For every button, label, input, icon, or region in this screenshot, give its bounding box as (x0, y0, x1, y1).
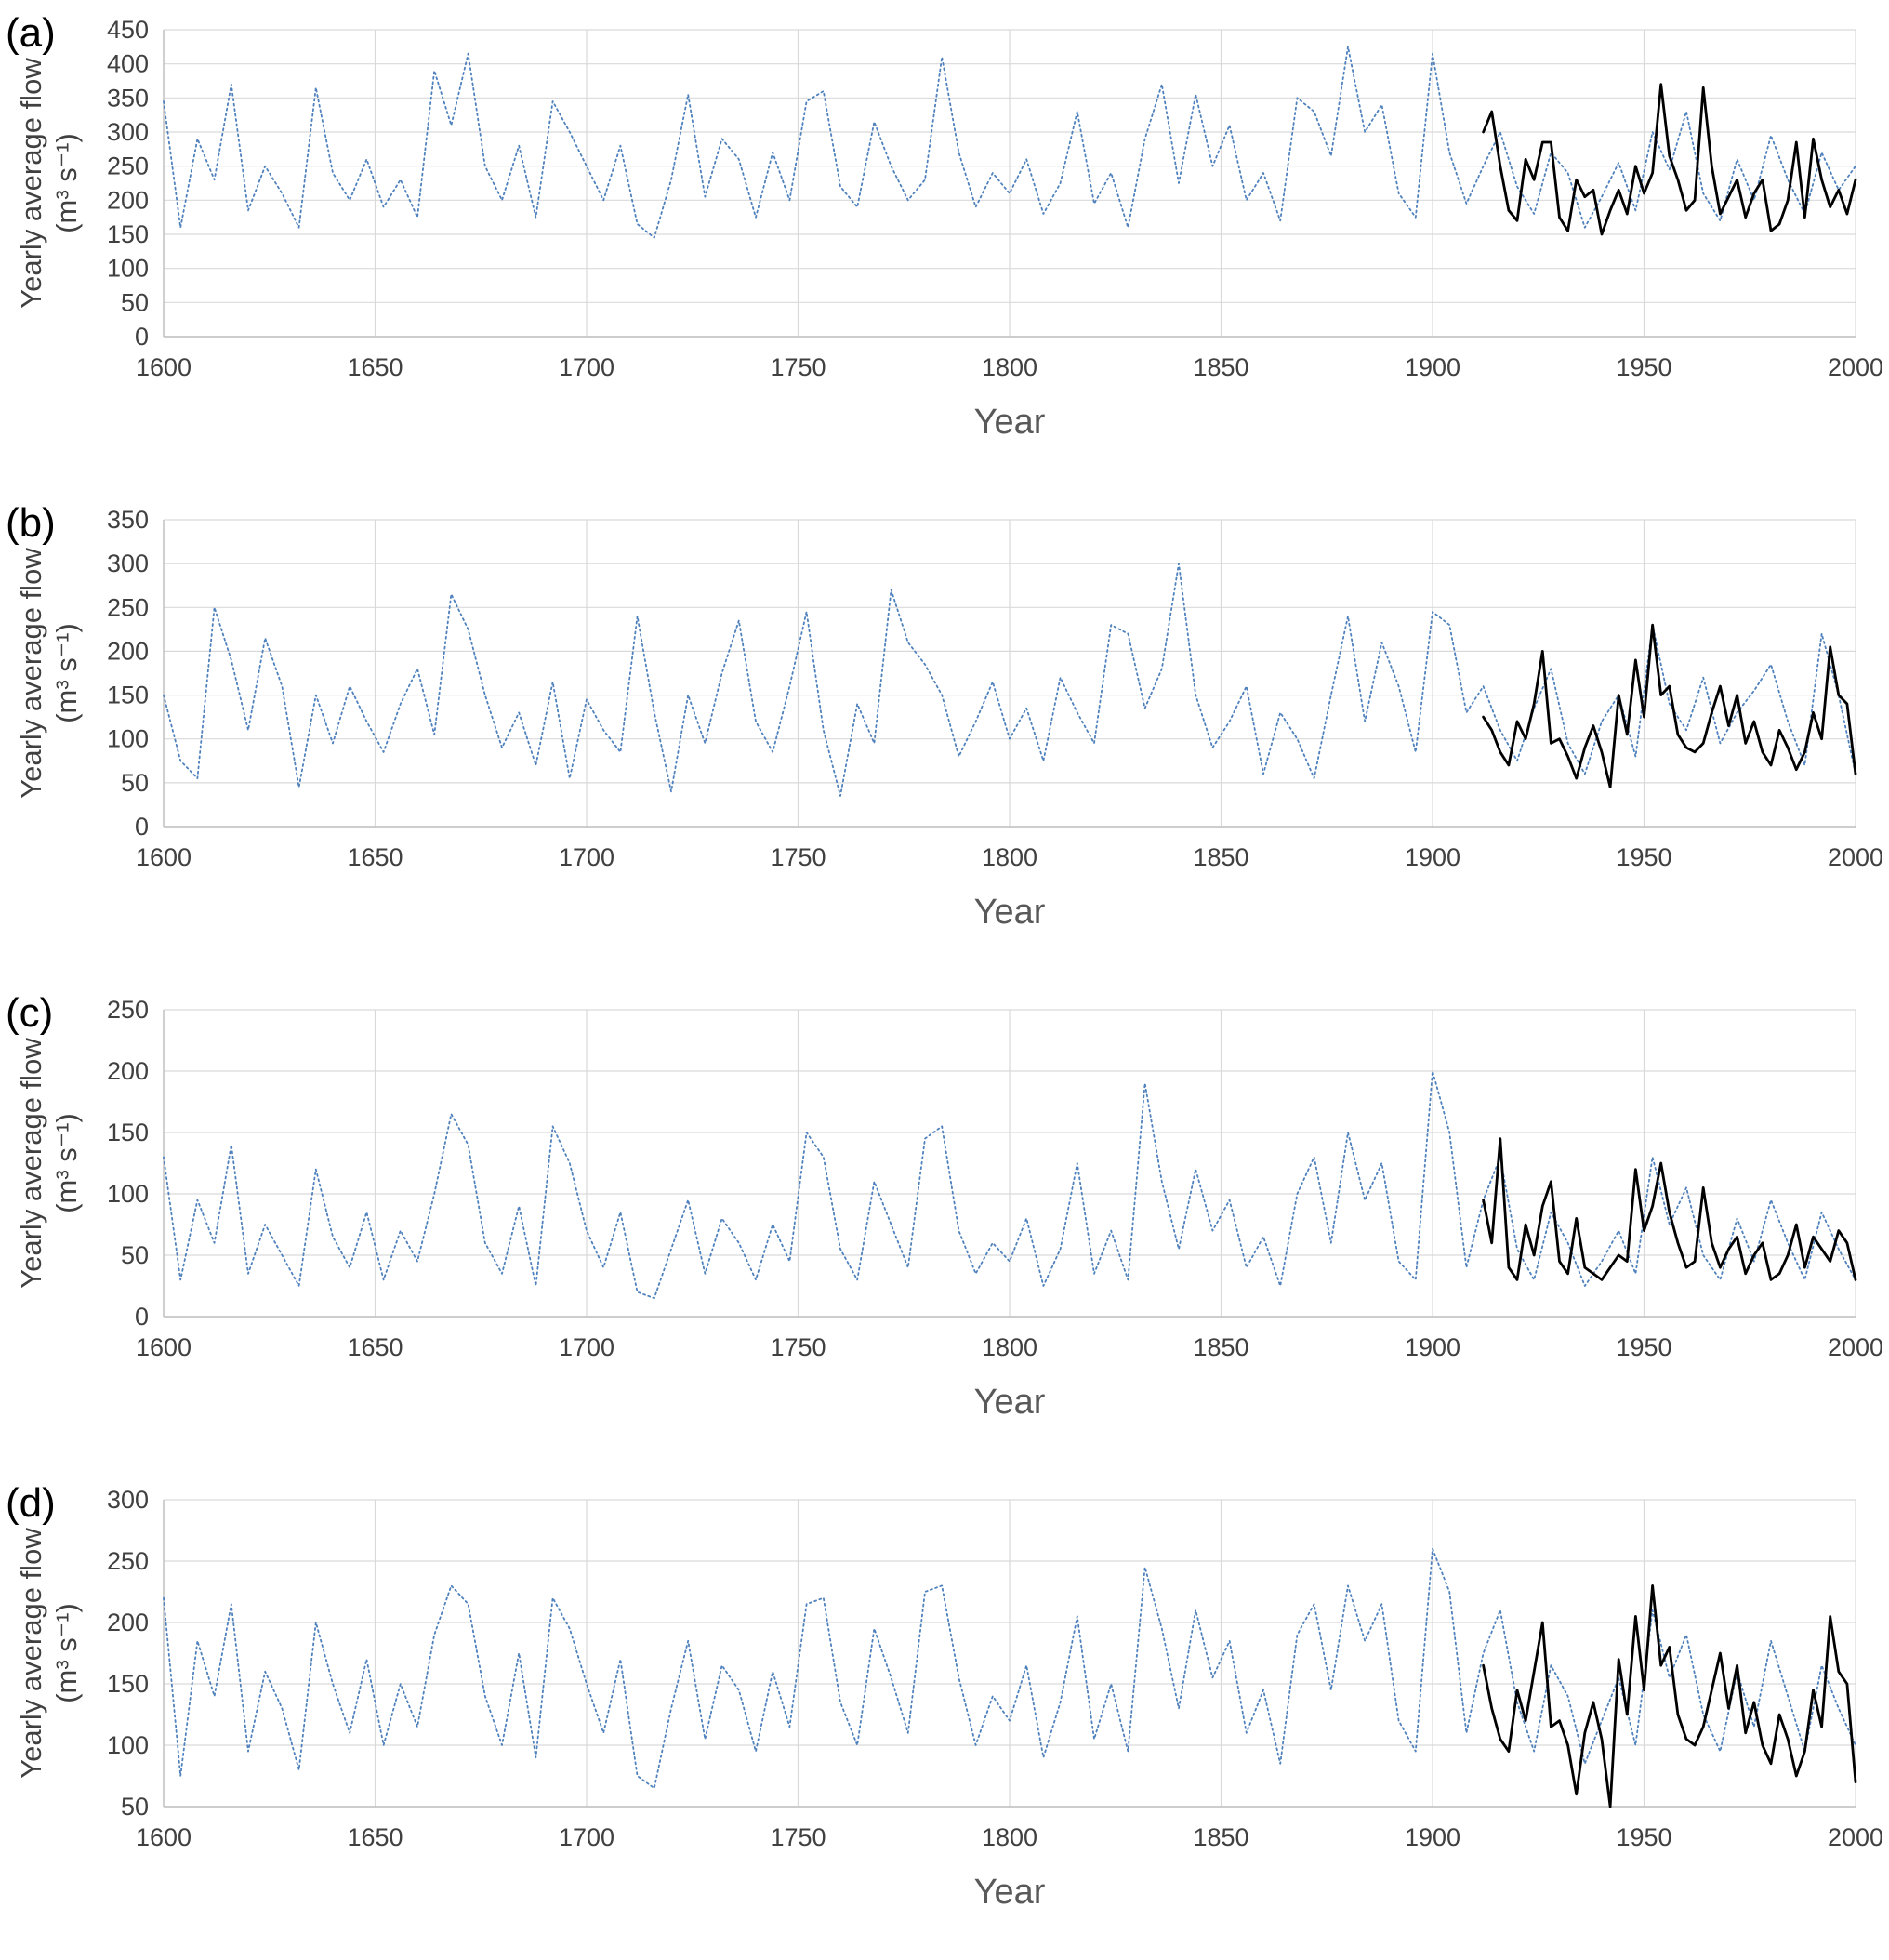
x-tick-label: 1950 (1616, 1823, 1671, 1851)
y-tick-label: 50 (121, 1793, 149, 1821)
chart-c-canvas: 0 50 100 150 200 250 1600 1650 1700 1750 1800 1850 1… (15, 996, 1883, 1422)
x-tick-label: 1650 (347, 843, 403, 871)
x-tick-label: 1700 (559, 1333, 614, 1361)
x-tick-label: 1750 (770, 1823, 826, 1851)
y-tick-label: 50 (121, 1241, 149, 1269)
y-tick-label: 400 (107, 50, 149, 78)
y-tick-label: 250 (107, 996, 149, 1024)
panel-a-label: (a) (6, 10, 56, 56)
chart-a-canvas: 0 50 100 150 200 250 300 350 400 450 1600 1650 1700 1… (15, 16, 1883, 442)
chart-b-canvas: 0 50 100 150 200 250 300 350 1600 1650 1700 1750 180… (15, 506, 1883, 932)
y-axis-title-line2: (m³ s⁻¹) (50, 1603, 83, 1703)
x-tick-label: 1900 (1405, 1823, 1460, 1851)
y-tick-label: 150 (107, 682, 149, 709)
x-tick-label: 1600 (136, 1333, 192, 1361)
y-tick-label: 150 (107, 1119, 149, 1146)
x-tick-label: 2000 (1828, 843, 1883, 871)
y-axis-title-line1: Yearly average flow (15, 1528, 47, 1779)
x-tick-label: 1950 (1616, 843, 1671, 871)
panel-a: (a) 0 50 100 150 200 250 300 350 400 450 1600 1650 1… (0, 0, 1889, 490)
x-tick-label: 1750 (770, 353, 826, 381)
x-tick-label: 2000 (1828, 1333, 1883, 1361)
x-tick-label: 1950 (1616, 353, 1671, 381)
x-tick-label: 1800 (982, 1823, 1037, 1851)
y-axis-title-line2: (m³ s⁻¹) (50, 623, 83, 723)
x-tick-label: 2000 (1828, 1823, 1883, 1851)
y-tick-label: 0 (135, 1303, 149, 1331)
x-tick-label: 1750 (770, 843, 826, 871)
y-tick-label: 350 (107, 506, 149, 534)
series-solid (1482, 1137, 1857, 1281)
x-tick-label: 1600 (136, 353, 192, 381)
y-tick-label: 150 (107, 1670, 149, 1698)
y-tick-label: 100 (107, 1731, 149, 1759)
y-tick-label: 200 (107, 1057, 149, 1085)
series-dotted (163, 46, 1856, 239)
y-axis-title-line1: Yearly average flow (15, 58, 47, 309)
y-tick-label: 200 (107, 1609, 149, 1636)
series-solid (1482, 1584, 1857, 1808)
x-tick-label: 1700 (559, 1823, 614, 1851)
y-tick-label: 300 (107, 1486, 149, 1514)
series-dotted (163, 1547, 1856, 1790)
y-axis-title-line2: (m³ s⁻¹) (50, 1113, 83, 1213)
y-tick-label: 300 (107, 118, 149, 146)
y-tick-label: 0 (135, 323, 149, 351)
panel-d-label: (d) (6, 1480, 56, 1526)
x-tick-label: 1700 (559, 843, 614, 871)
series-solid (1482, 83, 1857, 236)
y-tick-label: 200 (107, 637, 149, 665)
y-axis-title-line1: Yearly average flow (15, 548, 47, 799)
x-tick-label: 1800 (982, 843, 1037, 871)
y-tick-label: 100 (107, 1180, 149, 1208)
x-tick-label: 2000 (1828, 353, 1883, 381)
y-tick-label: 0 (135, 813, 149, 841)
x-tick-label: 1900 (1405, 1333, 1460, 1361)
y-tick-label: 350 (107, 84, 149, 112)
x-tick-label: 1900 (1405, 353, 1460, 381)
y-tick-label: 450 (107, 16, 149, 44)
y-tick-label: 200 (107, 186, 149, 214)
y-tick-label: 100 (107, 725, 149, 753)
x-tick-label: 1850 (1193, 1823, 1248, 1851)
y-tick-label: 250 (107, 1547, 149, 1575)
y-axis-title-line1: Yearly average flow (15, 1038, 47, 1289)
x-tick-label: 1800 (982, 353, 1037, 381)
x-tick-label: 1850 (1193, 843, 1248, 871)
series-dotted (163, 1070, 1856, 1300)
panel-c-label: (c) (6, 990, 54, 1036)
x-tick-label: 1700 (559, 353, 614, 381)
x-tick-label: 1750 (770, 1333, 826, 1361)
panel-b: (b) 0 50 100 150 200 250 300 350 1600 1650 1700 175… (0, 490, 1889, 980)
x-tick-label: 1950 (1616, 1333, 1671, 1361)
x-tick-label: 1850 (1193, 1333, 1248, 1361)
x-axis-title: Year (974, 1873, 1046, 1912)
x-tick-label: 1650 (347, 353, 403, 381)
y-tick-label: 50 (121, 769, 149, 797)
x-axis-title: Year (974, 1383, 1046, 1422)
x-tick-label: 1900 (1405, 843, 1460, 871)
y-tick-label: 50 (121, 288, 149, 316)
x-tick-label: 1600 (136, 1823, 192, 1851)
panel-c: (c) 0 50 100 150 200 250 1600 1650 1700 1750 1800 1… (0, 980, 1889, 1470)
y-tick-label: 250 (107, 593, 149, 621)
y-axis-title-line2: (m³ s⁻¹) (50, 133, 83, 233)
y-tick-label: 150 (107, 220, 149, 248)
x-tick-label: 1850 (1193, 353, 1248, 381)
x-tick-label: 1650 (347, 1823, 403, 1851)
x-axis-title: Year (974, 893, 1046, 932)
series-dotted (163, 563, 1856, 797)
y-tick-label: 300 (107, 550, 149, 577)
chart-d-canvas: 50 100 150 200 250 300 1600 1650 1700 1750 1800 185… (15, 1486, 1883, 1912)
x-tick-label: 1650 (347, 1333, 403, 1361)
panel-d: (d) 50 100 150 200 250 300 1600 1650 1700 1750 180… (0, 1470, 1889, 1960)
y-tick-label: 250 (107, 152, 149, 180)
panel-b-label: (b) (6, 500, 56, 546)
y-tick-label: 100 (107, 255, 149, 283)
x-tick-label: 1600 (136, 843, 192, 871)
x-tick-label: 1800 (982, 1333, 1037, 1361)
x-axis-title: Year (974, 403, 1046, 442)
series-solid (1482, 623, 1857, 789)
